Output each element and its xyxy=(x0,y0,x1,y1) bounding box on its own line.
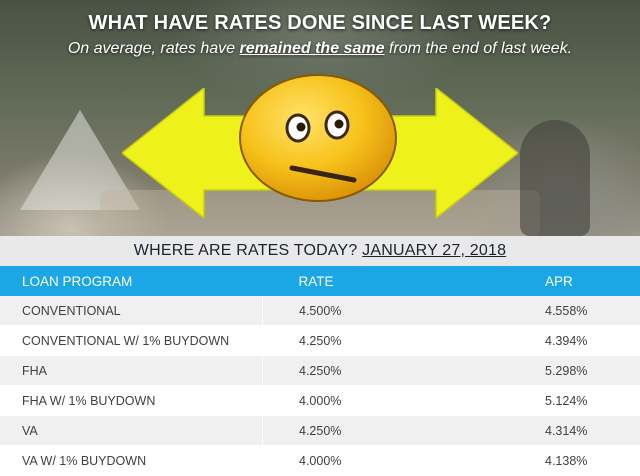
apr-cell: 4.314% xyxy=(539,415,640,446)
rates-date: JANUARY 27, 2018 xyxy=(362,242,507,259)
loan-program-cell: CONVENTIONAL W/ 1% BUYDOWN xyxy=(0,325,263,356)
loan-program-cell: CONVENTIONAL xyxy=(0,296,263,326)
subtitle-prefix: On average, rates have xyxy=(67,40,240,57)
apr-cell: 5.298% xyxy=(539,355,640,386)
column-header-apr: APR xyxy=(539,266,640,296)
rates-table: LOAN PROGRAM RATE APR CONVENTIONAL 4.500… xyxy=(0,266,640,476)
loan-program-cell: VA xyxy=(0,415,263,446)
apr-cell: 4.394% xyxy=(539,325,640,356)
neutral-face-icon xyxy=(239,74,397,202)
table-row: VA W/ 1% BUYDOWN 4.000% 4.138% xyxy=(0,445,640,476)
hero-title: WHAT HAVE RATES DONE SINCE LAST WEEK? xyxy=(88,12,552,34)
rate-cell: 4.500% xyxy=(262,296,539,326)
rate-cell: 4.250% xyxy=(262,325,539,356)
hero-subtitle: On average, rates have remained the same… xyxy=(0,40,640,58)
loan-program-cell: FHA xyxy=(0,355,263,386)
table-row: FHA 4.250% 5.298% xyxy=(0,355,640,386)
column-header-rate: RATE xyxy=(262,266,539,296)
loan-program-cell: VA W/ 1% BUYDOWN xyxy=(0,445,263,476)
apr-cell: 4.138% xyxy=(539,445,640,476)
rate-cell: 4.250% xyxy=(262,415,539,446)
background-person xyxy=(520,120,590,236)
subtitle-highlight: remained the same xyxy=(239,40,385,57)
date-bar: WHERE ARE RATES TODAY? JANUARY 27, 2018 xyxy=(0,236,640,266)
rate-cell: 4.250% xyxy=(262,355,539,386)
date-bar-label: WHERE ARE RATES TODAY? xyxy=(133,242,363,259)
table-header-row: LOAN PROGRAM RATE APR xyxy=(0,266,640,296)
background-tent xyxy=(20,110,140,210)
apr-cell: 5.124% xyxy=(539,385,640,416)
hero-banner: WHAT HAVE RATES DONE SINCE LAST WEEK? On… xyxy=(0,0,640,236)
column-header-loan-program: LOAN PROGRAM xyxy=(0,266,263,296)
table-row: FHA W/ 1% BUYDOWN 4.000% 5.124% xyxy=(0,385,640,416)
apr-cell: 4.558% xyxy=(539,296,640,326)
table-row: CONVENTIONAL W/ 1% BUYDOWN 4.250% 4.394% xyxy=(0,325,640,356)
loan-program-cell: FHA W/ 1% BUYDOWN xyxy=(0,385,263,416)
rate-cell: 4.000% xyxy=(262,385,539,416)
table-row: CONVENTIONAL 4.500% 4.558% xyxy=(0,296,640,326)
subtitle-suffix: from the end of last week. xyxy=(384,40,573,57)
table-row: VA 4.250% 4.314% xyxy=(0,415,640,446)
rate-cell: 4.000% xyxy=(262,445,539,476)
